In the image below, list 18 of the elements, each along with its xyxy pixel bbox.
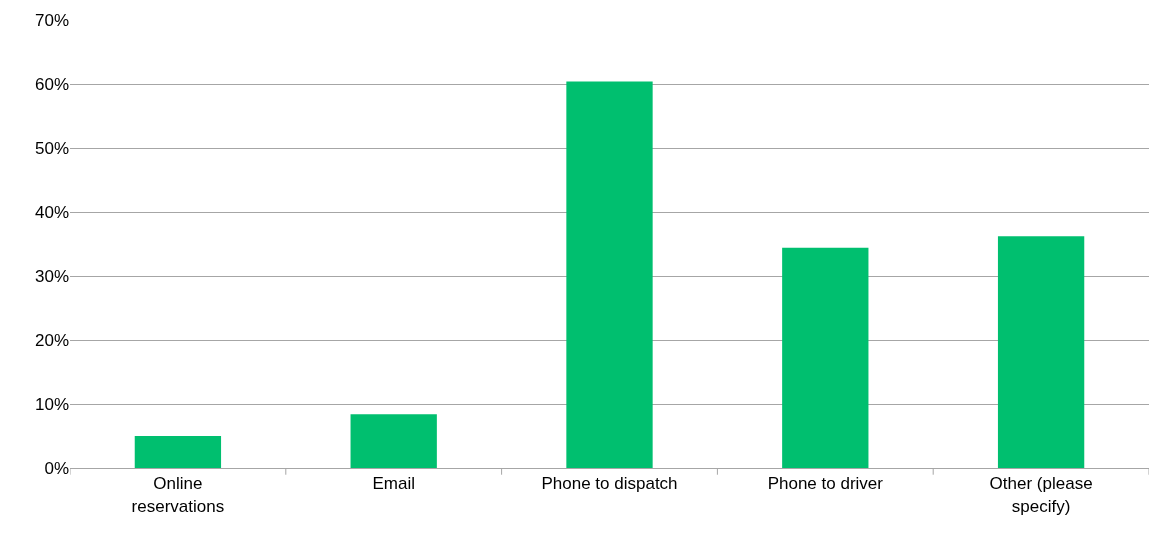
x-tick-label: Email <box>372 474 415 494</box>
x-tick-label: Phone to driver <box>767 474 884 494</box>
y-tick-label: 10% <box>34 394 69 414</box>
bar <box>566 81 653 468</box>
y-tick-label: 50% <box>34 138 69 158</box>
x-tick-label: Other (please specify) <box>989 474 1093 516</box>
x-tick-label: Online reservations <box>131 474 225 516</box>
y-tick-label: 40% <box>34 202 69 222</box>
y-tick-label: 0% <box>44 458 69 478</box>
y-tick-label: 30% <box>34 266 69 286</box>
x-tick-label: Phone to dispatch <box>541 474 678 494</box>
bar <box>350 414 437 468</box>
bar <box>782 247 869 468</box>
bar <box>997 236 1085 468</box>
y-tick-label: 60% <box>34 74 69 94</box>
y-tick-label: 70% <box>34 10 69 30</box>
bar <box>134 436 222 468</box>
y-tick-label: 20% <box>34 330 69 350</box>
